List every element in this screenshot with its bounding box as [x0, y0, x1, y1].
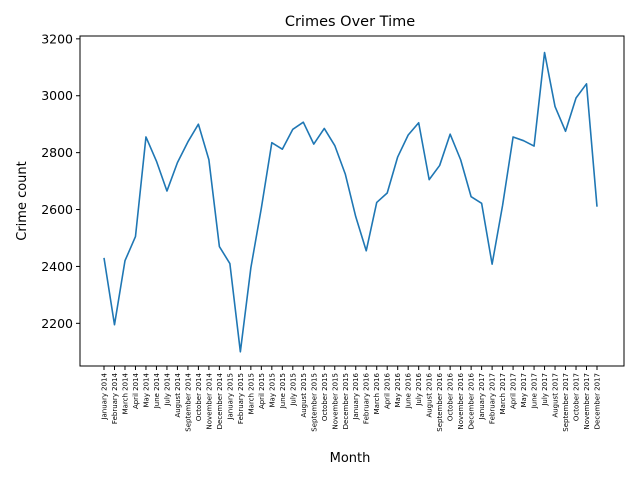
- x-tick-label: February 2015: [237, 373, 245, 424]
- x-tick-label: July 2014: [163, 372, 171, 406]
- x-tick-label: June 2017: [531, 373, 539, 409]
- x-tick-label: February 2016: [363, 372, 371, 424]
- plot-area: [79, 35, 625, 367]
- x-tick-label: September 2017: [562, 373, 570, 432]
- x-tick-label: December 2015: [342, 373, 350, 429]
- series-line: [103, 51, 598, 353]
- y-tick-label: 2400: [41, 259, 73, 274]
- chart-title: Crimes Over Time: [285, 14, 415, 30]
- x-tick-label: October 2014: [195, 372, 203, 421]
- x-tick-label: November 2016: [457, 372, 465, 429]
- x-tick-label: January 2016: [352, 372, 360, 420]
- x-tick-label: August 2016: [426, 372, 434, 417]
- x-tick-label: May 2017: [520, 373, 528, 408]
- x-tick-label: October 2016: [447, 372, 455, 421]
- x-tick-label: December 2014: [216, 372, 224, 429]
- y-tick-label: 3000: [41, 88, 73, 103]
- x-tick-label: August 2014: [174, 372, 182, 417]
- x-tick-label: March 2014: [121, 372, 129, 414]
- x-tick-label: September 2016: [436, 372, 444, 431]
- y-tick-label: 3200: [41, 31, 73, 46]
- x-tick-label: April 2014: [132, 372, 140, 409]
- x-axis-label: Month: [330, 451, 371, 466]
- x-tick-label: May 2015: [268, 373, 276, 408]
- x-tick-label: September 2015: [310, 373, 318, 432]
- x-tick-label: July 2015: [289, 373, 297, 407]
- x-tick-label: May 2014: [142, 372, 150, 407]
- x-tick-label: May 2016: [394, 372, 402, 407]
- x-tick-label: February 2014: [111, 372, 119, 424]
- y-tick-label: 2800: [41, 145, 73, 160]
- x-tick-label: March 2016: [373, 372, 381, 414]
- x-tick-label: January 2017: [478, 373, 486, 421]
- x-tick-label: March 2015: [247, 373, 255, 414]
- x-tick-label: April 2017: [510, 373, 518, 409]
- x-tick-label: November 2017: [583, 373, 591, 429]
- x-tick-label: February 2017: [489, 373, 497, 424]
- x-axis: January 2014 February 2014 March 2014 April…: [101, 366, 602, 432]
- x-tick-label: March 2017: [499, 373, 507, 414]
- x-tick-label: November 2014: [205, 372, 213, 429]
- x-tick-label: July 2016: [415, 372, 423, 406]
- x-tick-label: June 2016: [405, 372, 413, 409]
- x-tick-label: December 2016: [468, 372, 476, 429]
- x-tick-label: August 2015: [300, 373, 308, 418]
- y-axis: 2200 2400 2600 2800 3000 3200: [41, 31, 80, 331]
- x-tick-label: July 2017: [541, 373, 549, 407]
- x-tick-label: December 2017: [594, 373, 602, 429]
- x-tick-label: April 2016: [384, 372, 392, 409]
- y-tick-label: 2200: [41, 316, 73, 331]
- x-tick-label: April 2015: [258, 373, 266, 409]
- x-tick-label: January 2014: [101, 372, 109, 420]
- x-tick-label: June 2015: [279, 373, 287, 409]
- x-tick-label: October 2015: [321, 373, 329, 421]
- x-tick-label: September 2014: [184, 372, 192, 431]
- x-tick-label: January 2015: [226, 373, 234, 421]
- y-axis-label: Crime count: [15, 161, 30, 241]
- x-tick-label: August 2017: [552, 373, 560, 418]
- y-tick-label: 2600: [41, 202, 73, 217]
- x-tick-label: November 2015: [331, 373, 339, 429]
- x-tick-label: June 2014: [153, 372, 161, 409]
- x-tick-label: October 2017: [573, 373, 581, 421]
